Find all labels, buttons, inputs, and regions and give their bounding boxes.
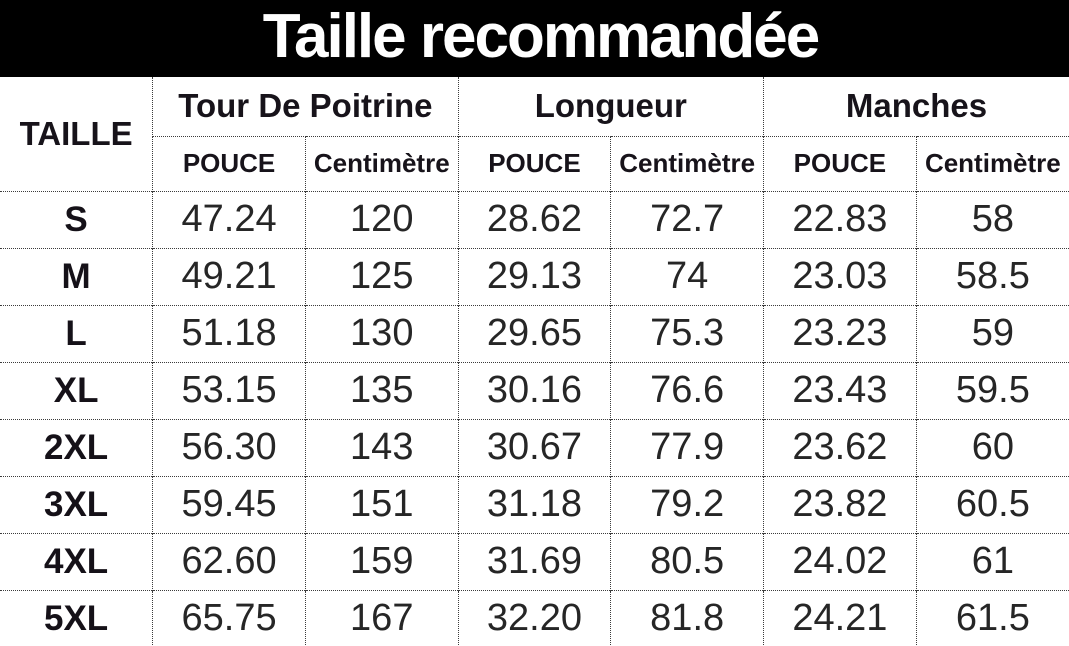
measurement-value: 59.5	[915, 361, 1069, 419]
measurement-value: 59	[915, 304, 1069, 362]
measurement-value: 60.5	[915, 475, 1069, 533]
column-header-manches-pouce: POUCE	[763, 135, 917, 191]
measurement-value: 81.8	[610, 589, 764, 646]
measurement-value: 60	[915, 418, 1069, 476]
page-title: Taille recommandée	[262, 1, 821, 71]
measurement-value: 24.21	[763, 589, 917, 646]
size-label: 5XL	[0, 589, 153, 646]
size-label: XL	[0, 361, 153, 419]
measurement-value: 62.60	[152, 532, 306, 590]
column-header-poitrine-pouce: POUCE	[152, 135, 306, 191]
measurement-value: 30.67	[457, 418, 611, 476]
table-row-4xl: 4XL 62.60 159 31.69 80.5 24.02 61	[0, 532, 1069, 590]
measurement-value: 72.7	[610, 190, 764, 248]
measurement-value: 61	[915, 532, 1069, 590]
measurement-value: 143	[304, 418, 459, 476]
measurement-value: 151	[304, 475, 459, 533]
table-row-3xl: 3XL 59.45 151 31.18 79.2 23.82 60.5	[0, 475, 1069, 533]
column-group-manches: Manches	[763, 77, 1069, 136]
measurement-value: 24.02	[763, 532, 917, 590]
measurement-value: 23.03	[763, 247, 917, 305]
column-header-longueur-centimetre: Centimètre	[610, 135, 764, 191]
measurement-value: 22.83	[763, 190, 917, 248]
measurement-value: 59.45	[152, 475, 306, 533]
measurement-value: 31.18	[457, 475, 611, 533]
measurement-value: 23.62	[763, 418, 917, 476]
measurement-value: 56.30	[152, 418, 306, 476]
measurement-value: 58.5	[915, 247, 1069, 305]
table-row-5xl: 5XL 65.75 167 32.20 81.8 24.21 61.5	[0, 589, 1069, 646]
measurement-value: 23.82	[763, 475, 917, 533]
table-row-s: S 47.24 120 28.62 72.7 22.83 58	[0, 190, 1069, 248]
measurement-value: 28.62	[457, 190, 611, 248]
column-group-tour-de-poitrine: Tour De Poitrine	[152, 77, 459, 136]
size-chart-table: TAILLE Tour De Poitrine Longueur Manches…	[0, 77, 1069, 646]
measurement-value: 29.13	[457, 247, 611, 305]
title-banner: Taille recommandée	[0, 0, 1069, 77]
column-header-manches-centimetre: Centimètre	[915, 135, 1069, 191]
measurement-value: 58	[915, 190, 1069, 248]
measurement-value: 30.16	[457, 361, 611, 419]
measurement-value: 49.21	[152, 247, 306, 305]
size-label: 2XL	[0, 418, 153, 476]
measurement-value: 76.6	[610, 361, 764, 419]
column-header-longueur-pouce: POUCE	[457, 135, 611, 191]
table-row-xl: XL 53.15 135 30.16 76.6 23.43 59.5	[0, 361, 1069, 419]
measurement-value: 167	[304, 589, 459, 646]
table-row-m: M 49.21 125 29.13 74 23.03 58.5	[0, 247, 1069, 305]
measurement-value: 125	[304, 247, 459, 305]
measurement-value: 51.18	[152, 304, 306, 362]
size-label: 3XL	[0, 475, 153, 533]
measurement-value: 29.65	[457, 304, 611, 362]
measurement-value: 53.15	[152, 361, 306, 419]
measurement-value: 130	[304, 304, 459, 362]
measurement-value: 75.3	[610, 304, 764, 362]
table-row-2xl: 2XL 56.30 143 30.67 77.9 23.62 60	[0, 418, 1069, 476]
measurement-value: 47.24	[152, 190, 306, 248]
measurement-value: 23.23	[763, 304, 917, 362]
measurement-value: 31.69	[457, 532, 611, 590]
table-row-l: L 51.18 130 29.65 75.3 23.23 59	[0, 304, 1069, 362]
measurement-value: 74	[610, 247, 764, 305]
measurement-value: 77.9	[610, 418, 764, 476]
measurement-value: 61.5	[915, 589, 1069, 646]
column-header-poitrine-centimetre: Centimètre	[304, 135, 459, 191]
column-header-taille: TAILLE	[19, 114, 133, 152]
measurement-value: 80.5	[610, 532, 764, 590]
size-label: S	[0, 190, 153, 248]
measurement-value: 79.2	[610, 475, 764, 533]
size-label: L	[0, 304, 153, 362]
measurement-value: 159	[304, 532, 459, 590]
measurement-value: 65.75	[152, 589, 306, 646]
measurement-value: 23.43	[763, 361, 917, 419]
size-label: 4XL	[0, 532, 153, 590]
measurement-value: 120	[304, 190, 459, 248]
measurement-value: 32.20	[457, 589, 611, 646]
size-label: M	[0, 247, 153, 305]
measurement-value: 135	[304, 361, 459, 419]
column-group-longueur: Longueur	[457, 77, 764, 136]
